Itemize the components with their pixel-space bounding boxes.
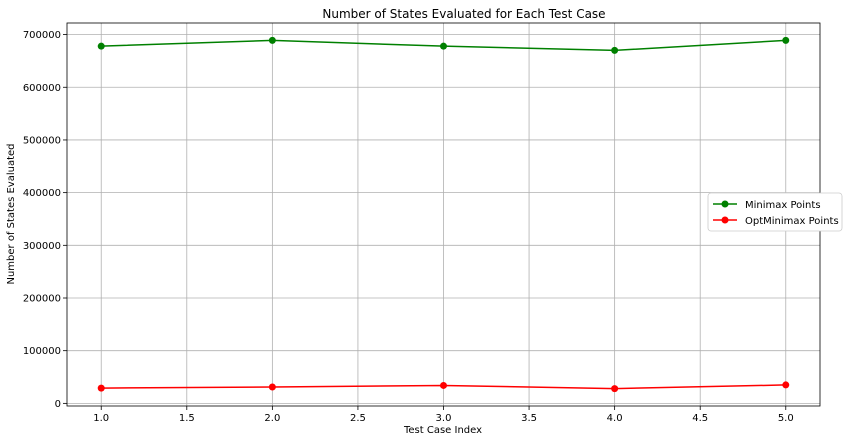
x-tick-label: 2.0 — [264, 413, 280, 424]
y-tick-label: 500000 — [23, 135, 61, 146]
y-tick-label: 100000 — [23, 346, 61, 357]
legend: Minimax Points OptMinimax Points — [707, 192, 843, 232]
x-tick-label: 4.0 — [607, 413, 623, 424]
x-tick-label: 1.5 — [179, 413, 195, 424]
legend-marker-optminimax — [721, 216, 729, 224]
chart-title: Number of States Evaluated for Each Test… — [322, 7, 605, 21]
x-axis-label: Test Case Index — [403, 425, 482, 436]
legend-label-minimax: Minimax Points — [745, 200, 821, 211]
data-point-optminimax-points — [782, 381, 790, 389]
data-point-minimax-points — [268, 36, 276, 44]
x-tick-label: 1.0 — [93, 413, 109, 424]
legend-entry-minimax: Minimax Points — [713, 200, 821, 211]
legend-box — [707, 192, 843, 232]
data-point-optminimax-points — [440, 381, 447, 389]
legend-entry-optminimax: OptMinimax Points — [713, 216, 839, 227]
x-tick-label: 5.0 — [778, 413, 794, 424]
data-point-optminimax-points — [611, 385, 619, 393]
data-point-optminimax-points — [268, 383, 276, 391]
data-point-minimax-points — [611, 46, 619, 54]
data-point-minimax-points — [440, 42, 447, 50]
grid — [67, 23, 820, 406]
x-tick-label: 3.5 — [521, 413, 537, 424]
y-tick-label: 600000 — [23, 83, 61, 94]
x-tick-label: 4.5 — [692, 413, 708, 424]
series-layer — [97, 36, 790, 393]
y-tick-label: 0 — [55, 399, 61, 410]
y-tick-label: 200000 — [23, 294, 61, 305]
y-tick-label: 400000 — [23, 188, 61, 199]
data-point-minimax-points — [97, 42, 105, 50]
x-tick-label: 2.5 — [350, 413, 366, 424]
legend-marker-minimax — [721, 200, 729, 208]
x-tick-label: 3.0 — [436, 413, 452, 424]
y-tick-label: 300000 — [23, 241, 61, 252]
legend-label-optminimax: OptMinimax Points — [745, 216, 839, 227]
data-point-optminimax-points — [97, 384, 105, 392]
ticks: 1.0 1.5 2.0 2.5 3.0 3.5 4.0 4.5 5.0 0 100000 200000… — [23, 30, 794, 424]
y-tick-label: 700000 — [23, 30, 61, 41]
y-axis-label: Number of States Evaluated — [6, 143, 17, 284]
data-point-minimax-points — [782, 36, 790, 44]
